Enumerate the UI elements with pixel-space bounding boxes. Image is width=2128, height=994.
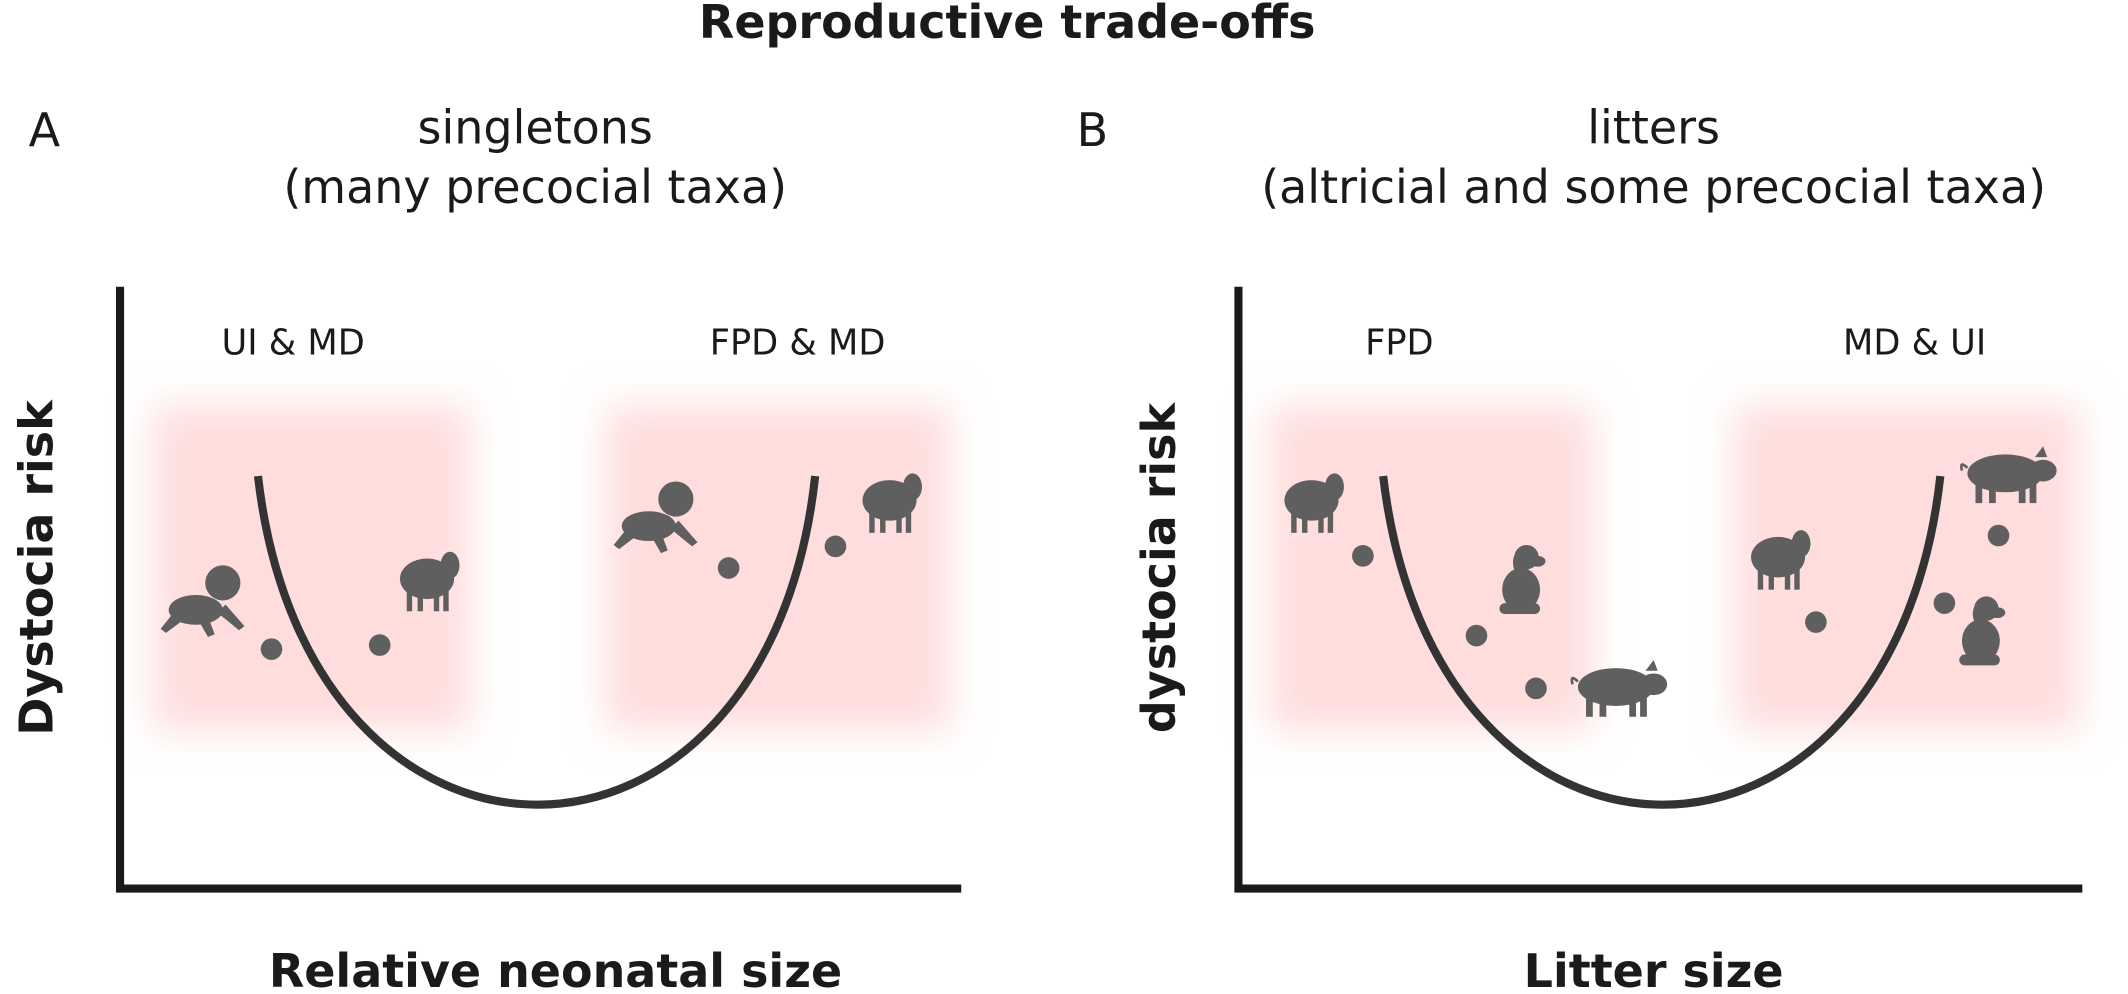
x-axis-label: Relative neonatal size — [269, 944, 842, 994]
panel-title: (many precocial taxa) — [283, 160, 787, 214]
risk-curve — [1379, 475, 1945, 809]
dot — [368, 634, 391, 656]
panel-title: litters — [1587, 100, 1720, 154]
dot — [1805, 611, 1827, 633]
panel-a: A singletons (many precocial taxa) UI & … — [9, 100, 962, 994]
y-axis-label: Dystocia risk — [9, 399, 63, 736]
region-label: UI & MD — [222, 322, 365, 363]
axes — [115, 286, 962, 893]
figure-title: Reproductive trade-offs — [699, 0, 1315, 49]
panel-b: B litters (altricial and some precocial … — [1077, 100, 2083, 994]
panel-letter: A — [29, 103, 61, 157]
y-axis-label: dystocia risk — [1132, 401, 1186, 733]
dot — [824, 535, 847, 558]
panel-title: singletons — [418, 100, 653, 154]
panel-title: (altricial and some precocial taxa) — [1261, 160, 2046, 214]
dot — [1352, 545, 1374, 567]
region-label: FPD — [1365, 322, 1434, 363]
risk-zone — [605, 405, 951, 731]
axes — [1234, 286, 2083, 893]
region-label: FPD & MD — [710, 322, 886, 363]
dot — [1465, 624, 1488, 647]
dot — [1987, 524, 2010, 547]
risk-zone — [1268, 405, 1593, 731]
risk-curve — [253, 475, 820, 809]
dot — [260, 638, 283, 660]
region-label: MD & UI — [1843, 322, 1986, 363]
dot — [717, 557, 740, 579]
x-axis-label: Litter size — [1524, 944, 1784, 994]
dot — [1933, 592, 1956, 614]
dot — [1525, 677, 1547, 700]
panel-letter: B — [1077, 103, 1109, 157]
